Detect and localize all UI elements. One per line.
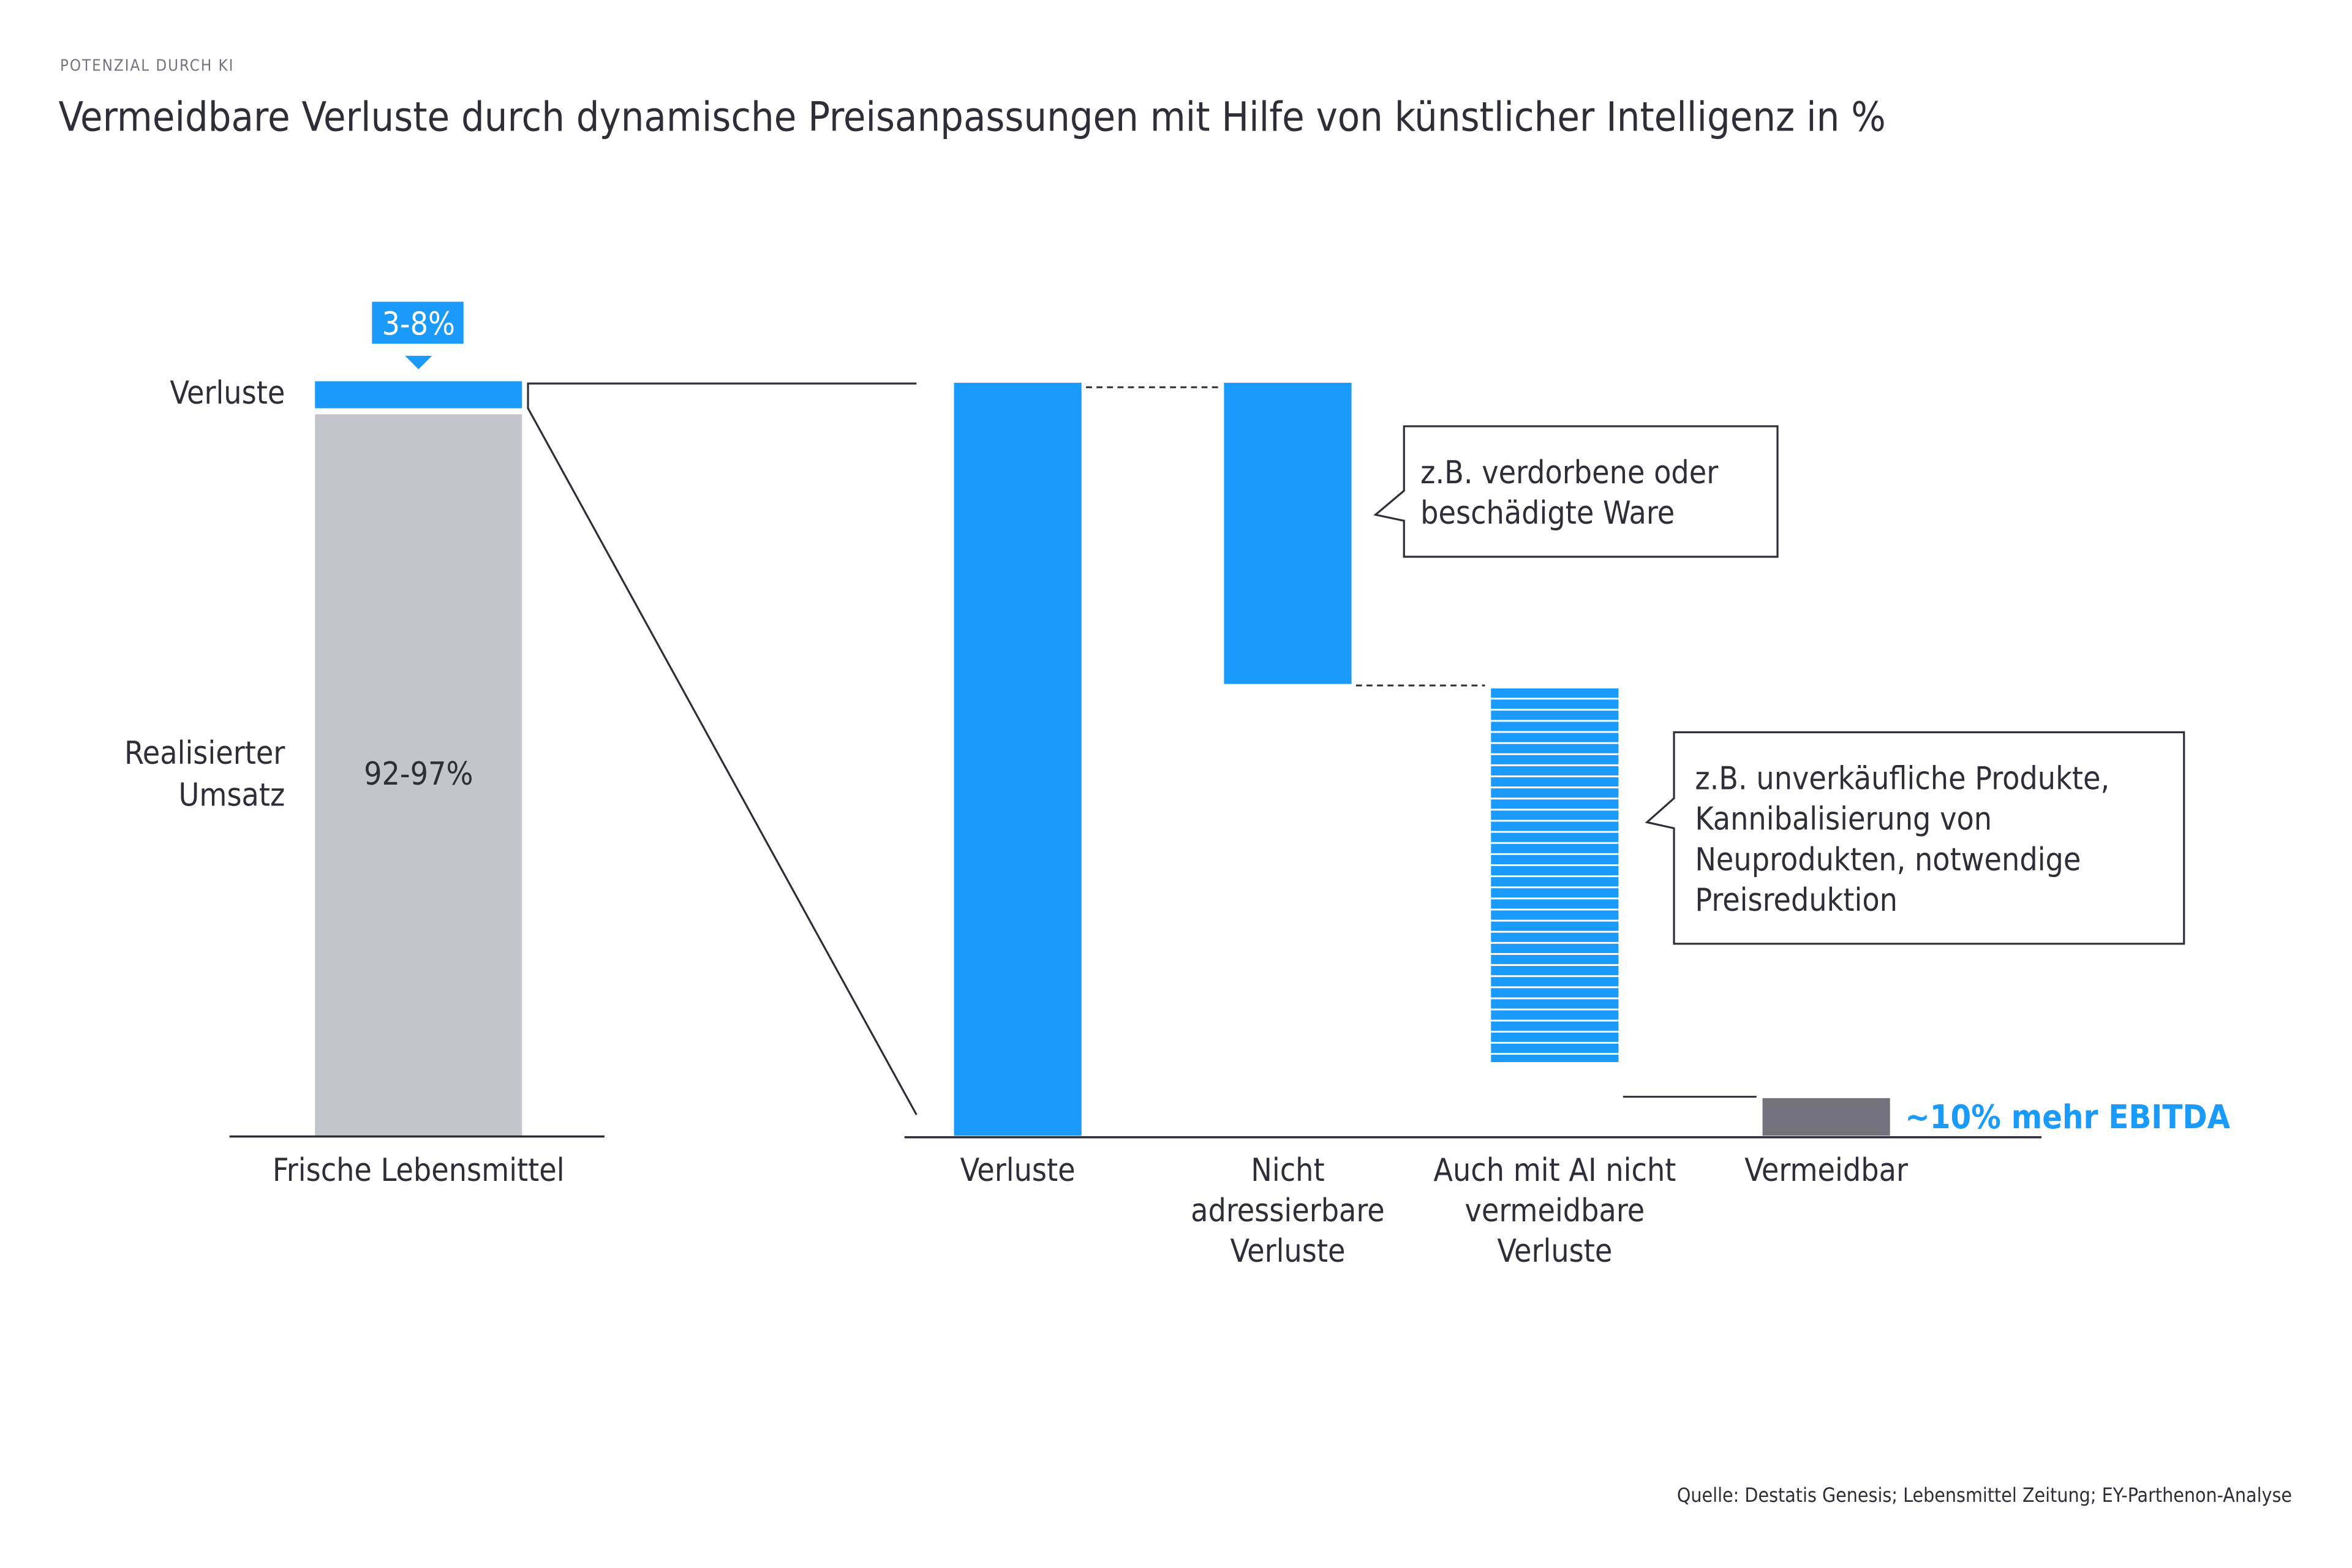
callout-nicht-adressierbar: z.B. verdorbene oder beschädigte Ware [1373,425,1779,558]
bar-segment-verluste [315,381,522,409]
zoom-connector [527,382,918,1115]
callout-1-line-1: z.B. verdorbene oder [1420,454,1719,491]
category-label-2-line-1: Nicht [1251,1152,1324,1189]
badge-verluste [372,301,464,344]
label-umsatz-line1: Realisierter [124,735,285,772]
label-umsatz-line2: Umsatz [179,777,285,814]
category-label-2-line-3: Verluste [1230,1233,1345,1270]
badge-verluste-text: 3-8% [382,306,455,343]
callout-box [1373,425,1779,558]
waterfall-bar-2 [1224,382,1352,684]
badge-pointer-icon [405,355,432,369]
bar-segment-realisierter-umsatz [315,414,522,1136]
chart-title: Vermeidbare Verluste durch dynamische Pr… [59,93,1886,140]
category-label-3-line-1: Auch mit AI nicht [1433,1152,1676,1189]
callout-2-line-1: z.B. unverkäufliche Produkte, [1695,761,2109,797]
waterfall-chart: Verluste Nicht adressierbare Verluste Auch m… [904,382,2231,1270]
connector-line [527,382,918,1115]
data-label-umsatz: 92-97% [364,756,473,793]
callout-2-line-4: Preisreduktion [1695,882,1898,919]
waterfall-bar-4 [1762,1098,1890,1136]
category-label-2-line-2: adressierbare [1191,1193,1385,1229]
stacked-bar-chart: 3-8% Verluste Realisierter Umsatz 92-97%… [124,301,605,1189]
callout-1-line-2: beschädigte Ware [1420,495,1675,532]
category-label-3-line-3: Verluste [1497,1233,1612,1270]
label-verluste: Verluste [170,375,285,412]
callout-2-line-2: Kannibalisierung von [1695,801,1992,838]
waterfall-bar-1 [954,382,1082,1136]
waterfall-bar-3 [1491,687,1619,1063]
callout-2-line-3: Neuprodukten, notwendige [1695,842,2081,878]
category-label-3-line-2: vermeidbare [1465,1193,1645,1229]
kicker-label: POTENZIAL DURCH KI [60,57,235,75]
callout-box [1645,731,2185,945]
category-label-1-line-1: Verluste [960,1152,1076,1189]
category-label-frische-lebensmittel: Frische Lebensmittel [273,1152,565,1189]
source-note: Quelle: Destatis Genesis; Lebensmittel Z… [1677,1483,2292,1507]
category-label-4-line-1: Vermeidbar [1744,1152,1909,1189]
ebitda-annotation: ~10% mehr EBITDA [1905,1098,2230,1136]
callout-nicht-vermeidbar: z.B. unverkäufliche Produkte, Kannibalis… [1645,731,2185,945]
